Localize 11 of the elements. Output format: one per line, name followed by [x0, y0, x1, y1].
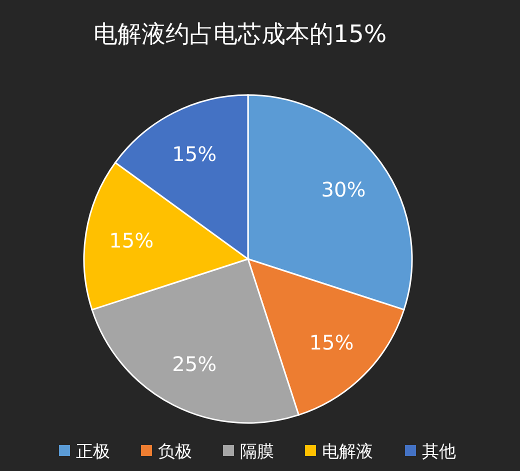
chart-title: 电解液约占电芯成本的15% [93, 20, 387, 48]
data-label: 30% [321, 178, 366, 202]
legend-label: 负极 [158, 442, 192, 462]
data-label: 15% [109, 228, 154, 253]
data-label: 25% [172, 352, 217, 376]
legend-label: 电解液 [322, 442, 373, 462]
legend-label: 隔膜 [240, 442, 274, 462]
legend-label: 其他 [422, 442, 456, 462]
data-label: 15% [172, 142, 217, 166]
data-label: 15% [309, 330, 354, 354]
legend-label: 正极 [76, 442, 110, 462]
